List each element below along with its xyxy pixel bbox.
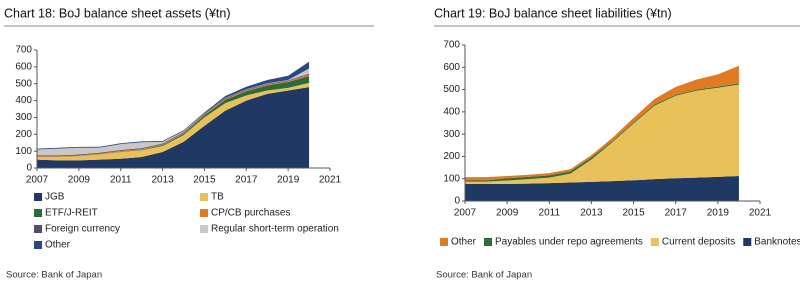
legend-label: Banknotes [754, 237, 800, 248]
x-tick-label: 2019 [277, 175, 300, 186]
area [37, 82, 310, 161]
legend-label: TB [211, 192, 224, 203]
y-tick-label: 700 [15, 45, 32, 56]
area [37, 87, 310, 168]
legend-swatch [440, 238, 448, 246]
legend-label: Other [451, 237, 477, 248]
x-tick-label: 2009 [68, 175, 91, 186]
y-tick-label: 400 [15, 95, 32, 106]
y-tick-label: 500 [443, 84, 460, 95]
legend-swatch [200, 193, 208, 201]
x-tick-label: 2021 [319, 175, 342, 186]
x-tick-label: 2015 [622, 208, 645, 219]
area [37, 73, 310, 157]
x-tick-label: 2013 [580, 208, 603, 219]
legend-swatch [34, 241, 42, 249]
legend-label: Other [45, 240, 71, 251]
y-tick-label: 200 [15, 129, 32, 140]
area [465, 84, 739, 184]
area [465, 176, 739, 201]
y-tick-label: 600 [15, 61, 32, 72]
x-tick-label: 2017 [235, 175, 258, 186]
y-tick-label: 300 [443, 129, 460, 140]
x-tick-label: 2015 [193, 175, 216, 186]
legend-label: Payables under repo agreements [495, 237, 643, 248]
x-tick-label: 2009 [496, 208, 519, 219]
y-tick-label: 500 [15, 78, 32, 89]
x-tick-label: 2021 [749, 208, 772, 219]
x-tick-label: 2007 [26, 175, 49, 186]
legend-label: Regular short-term operation [211, 224, 339, 235]
legend-label: CP/CB purchases [211, 208, 290, 219]
legend-label: JGB [45, 192, 65, 203]
y-tick-label: 100 [443, 173, 460, 184]
y-tick-label: 400 [443, 106, 460, 117]
y-tick-label: 0 [26, 163, 32, 174]
legend-label: ETF/J-REIT [45, 208, 98, 219]
source: Source: Bank of Japan [6, 270, 102, 281]
legend-label: Current deposits [662, 237, 735, 248]
area [37, 74, 310, 158]
y-tick-label: 100 [15, 146, 32, 157]
y-tick-label: 700 [443, 40, 460, 51]
legend-swatch [34, 193, 42, 201]
x-tick-label: 2007 [454, 208, 477, 219]
x-tick-label: 2013 [151, 175, 174, 186]
chart-title: Chart 19: BoJ balance sheet liabilities … [434, 6, 672, 20]
chart-title: Chart 18: BoJ balance sheet assets (¥tn) [4, 6, 231, 20]
legend-swatch [484, 238, 493, 246]
area [37, 76, 310, 158]
y-tick-label: 300 [15, 112, 32, 123]
area [465, 65, 739, 181]
y-tick-label: 600 [443, 62, 460, 73]
legend-label: Foreign currency [45, 224, 120, 235]
x-tick-label: 2011 [110, 175, 132, 186]
legend-swatch [743, 238, 752, 246]
legend-swatch [34, 209, 42, 217]
legend-swatch [650, 238, 659, 246]
x-tick-label: 2017 [665, 208, 688, 219]
legend-swatch [200, 209, 208, 217]
x-tick-label: 2011 [539, 208, 561, 219]
x-tick-label: 2019 [707, 208, 730, 219]
source: Source: Bank of Japan [436, 270, 532, 281]
legend-swatch [34, 225, 42, 233]
legend-swatch [200, 225, 208, 233]
y-tick-label: 0 [454, 196, 460, 207]
y-tick-label: 200 [443, 151, 460, 162]
